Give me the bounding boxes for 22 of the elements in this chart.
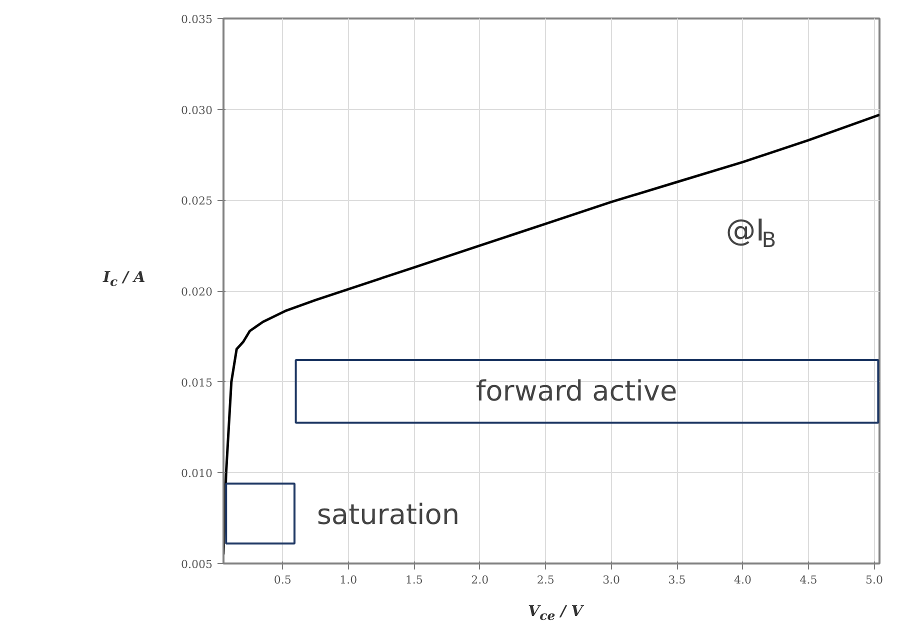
x-tick-label: 3.0	[602, 574, 620, 586]
y-tick-label: 0.020	[181, 286, 213, 298]
x-tick-label: 5.0	[865, 574, 883, 586]
x-tick-label: 1.0	[340, 574, 358, 586]
y-tick-label: 0.005	[181, 558, 213, 571]
x-tick-label: 2.5	[536, 574, 554, 586]
y-tick-label: 0.010	[181, 467, 213, 480]
annotation: saturation	[316, 498, 460, 531]
line-series	[224, 114, 880, 556]
x-tick-label: 4.0	[734, 574, 752, 586]
x-axis-title: V$_{ce}$ / V	[528, 601, 583, 625]
x-tick-label: 3.5	[668, 574, 686, 586]
x-tick-label: 0.5	[274, 574, 292, 586]
x-tick-label: 1.5	[405, 574, 423, 586]
x-tick-label: 4.5	[800, 574, 818, 586]
y-tick-label: 0.035	[181, 13, 213, 26]
y-axis-title: I$_{c}$ / A	[103, 267, 146, 291]
annotation: forward active	[476, 374, 678, 408]
y-tick-label: 0.025	[181, 194, 213, 208]
x-tick-label: 2.0	[471, 574, 489, 586]
y-tick-label: 0.015	[181, 376, 213, 390]
y-tick-label: 0.030	[181, 104, 213, 117]
